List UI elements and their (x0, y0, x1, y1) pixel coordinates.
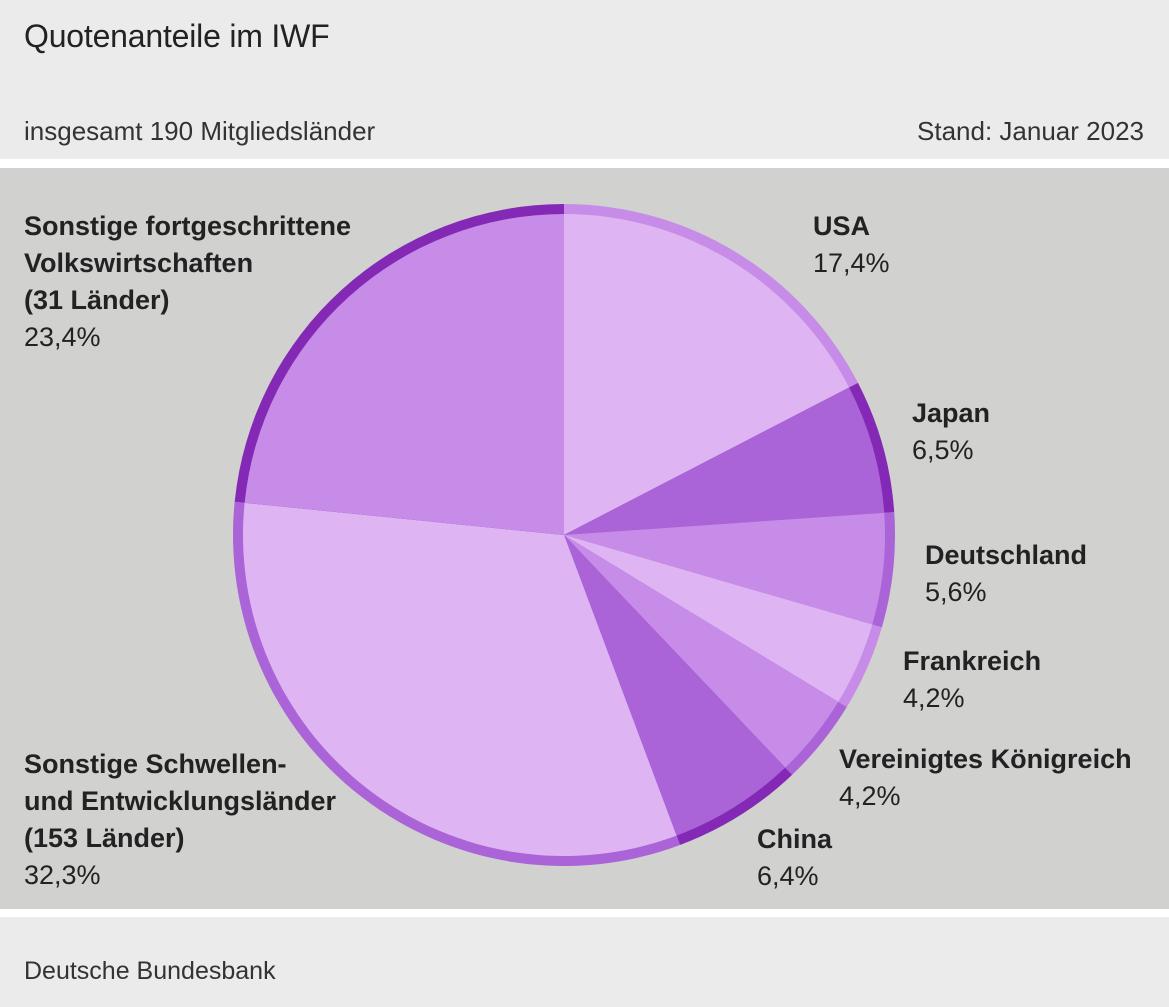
slice-value-frankreich: 4,2% (903, 683, 965, 713)
slice-name-vereinigtes-koenigreich: Vereinigtes Königreich (839, 744, 1132, 774)
slice-value-usa: 17,4% (813, 248, 890, 278)
data-date: Stand: Januar 2023 (917, 116, 1144, 146)
pie-slice-vereinigtes-koenigreich (564, 535, 839, 768)
pie-slice-sonstige-fortgeschrittene-volkswirtschaften-31-laender (244, 214, 564, 535)
slice-name-frankreich: Frankreich (903, 646, 1042, 676)
chart-subtitle: insgesamt 190 Mitgliedsländer (24, 116, 376, 146)
pie-chart (233, 204, 895, 866)
slice-name-line-3: (153 Länder) (24, 823, 185, 853)
slice-name-line-2: und Entwicklungsländer (24, 786, 337, 816)
label-sonstige-schwellenlaender: Sonstige Schwellen- und Entwicklungsländ… (24, 746, 336, 894)
slice-name-usa: USA (813, 211, 871, 241)
pie-slice-china (564, 535, 786, 836)
pie-slice-frankreich (564, 535, 873, 702)
chart-footer: Deutsche Bundesbank (0, 917, 1169, 1007)
source-note: Deutsche Bundesbank (24, 957, 276, 985)
slice-name-china: China (757, 824, 833, 854)
slice-name-line-1: Sonstige fortgeschrittene (24, 211, 352, 241)
chart-area: USA 17,4% Japan 6,5% Deutschland 5,6% Fr… (0, 168, 1169, 909)
slice-value-deutschland: 5,6% (925, 577, 987, 607)
slice-value-sonstige-schwellenlaender: 32,3% (24, 860, 101, 890)
slice-name-line-1: Sonstige Schwellen- (24, 749, 287, 779)
label-china: China 6,4% (757, 821, 832, 895)
label-vereinigtes-koenigreich: Vereinigtes Königreich 4,2% (839, 741, 1132, 815)
slice-name-line-3: (31 Länder) (24, 285, 170, 315)
chart-header: Quotenanteile im IWF insgesamt 190 Mitgl… (0, 0, 1169, 159)
pie-slice-usa (564, 214, 850, 535)
pie-slice-deutschland (564, 512, 885, 625)
slice-value-sonstige-fortgeschrittene: 23,4% (24, 322, 101, 352)
slice-name-japan: Japan (912, 398, 991, 428)
pie-slice-sonstige-schwellen-und-entwicklungslaender-153-laender (242, 502, 677, 857)
label-japan: Japan 6,5% (912, 395, 990, 469)
pie-slice-japan (564, 387, 885, 535)
slice-name-line-2: Volkswirtschaften (24, 248, 254, 278)
label-usa: USA 17,4% (813, 208, 890, 282)
slice-value-japan: 6,5% (912, 435, 974, 465)
slice-value-vereinigtes-koenigreich: 4,2% (839, 781, 901, 811)
label-sonstige-fortgeschrittene: Sonstige fortgeschrittene Volkswirtschaf… (24, 208, 351, 356)
label-frankreich: Frankreich 4,2% (903, 643, 1041, 717)
label-deutschland: Deutschland 5,6% (925, 537, 1087, 611)
slice-name-deutschland: Deutschland (925, 540, 1088, 570)
slice-value-china: 6,4% (757, 861, 819, 891)
chart-title: Quotenanteile im IWF (24, 18, 330, 54)
